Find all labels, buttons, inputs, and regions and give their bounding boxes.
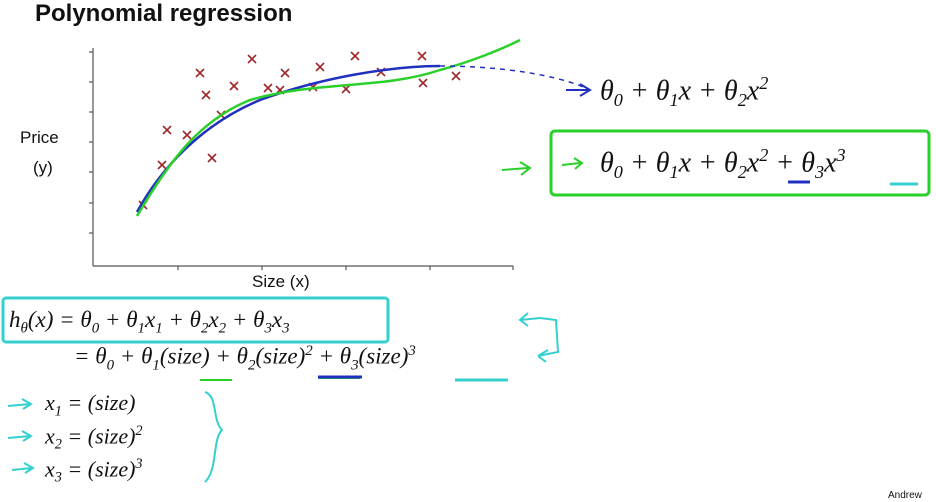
formula-text: + θ: [226, 307, 265, 332]
quadratic-fit: [135, 64, 441, 213]
cyan-arrow: [518, 312, 560, 363]
subscript: 2: [247, 357, 256, 374]
formula-text: θ: [600, 147, 614, 179]
formula: x3 = (size)3: [45, 457, 143, 485]
formula-text: h: [9, 307, 21, 332]
footer: Andrew: [888, 490, 922, 501]
subscript: 2: [218, 320, 227, 337]
formula-text: x: [824, 147, 837, 179]
formula-text: = (size): [61, 456, 136, 482]
superscript: 2: [759, 73, 769, 93]
formula: hθ(x) = θ0 + θ1x1 + θ2x2 + θ3x3: [9, 308, 290, 337]
superscript: 2: [135, 423, 143, 439]
formula-text: x: [45, 390, 55, 415]
arrow: [566, 83, 592, 97]
cross: [182, 130, 192, 140]
formula: x2 = (size)2: [45, 424, 143, 452]
cyan-box: [1, 296, 390, 344]
formula-text: = (size): [61, 390, 136, 415]
axes: [89, 48, 514, 270]
cross: [195, 68, 205, 78]
subscript: 1: [137, 320, 145, 337]
formula-text: + θ: [99, 307, 138, 332]
y-label: (y): [33, 158, 53, 177]
subscript: 3: [351, 357, 359, 374]
subscript: 3: [54, 469, 62, 486]
y-label: Price: [20, 128, 59, 147]
green-box: [549, 129, 931, 197]
formula-text: + θ: [114, 343, 153, 369]
subscript: 0: [613, 89, 623, 110]
subscript: 1: [669, 161, 679, 182]
title: Polynomial regression: [35, 0, 293, 27]
formula-text: x: [45, 423, 55, 449]
formula-text: + θ: [622, 75, 670, 107]
subscript: 3: [282, 320, 290, 337]
formula: x1 = (size): [45, 392, 135, 419]
cross: [350, 51, 360, 61]
dashed-link: [439, 65, 591, 91]
superscript: 2: [759, 145, 769, 165]
superscript: 3: [408, 343, 416, 359]
formula-text: (size): [358, 343, 409, 369]
formula-text: + θ: [312, 343, 352, 369]
formula-text: x: [746, 147, 760, 179]
subscript: 1: [54, 403, 62, 420]
cross: [418, 78, 428, 88]
cross: [157, 160, 167, 170]
superscript: 3: [836, 145, 846, 165]
data-points: [138, 51, 461, 210]
formula-text: (size) + θ: [159, 343, 248, 369]
cubic-fit: [135, 38, 521, 217]
cross: [280, 68, 290, 78]
subscript: 2: [54, 436, 62, 453]
subscript: 0: [613, 161, 623, 182]
subscript: 3: [264, 320, 272, 337]
subscript: 1: [155, 320, 163, 337]
formula-text: + θ: [162, 307, 201, 332]
formula-text: x: [746, 75, 760, 107]
superscript: 2: [305, 343, 313, 359]
subscript: 1: [669, 89, 679, 110]
cyan-marks: [7, 391, 224, 483]
formula-text: (size): [255, 343, 306, 369]
formula: θ0 + θ1x + θ2x2: [600, 74, 768, 109]
subscript: 2: [737, 161, 747, 182]
formula-text: + θ: [622, 147, 670, 179]
formula: = θ0 + θ1(size) + θ2(size)2 + θ3(size)3: [74, 344, 416, 373]
formula-text: + θ: [768, 147, 815, 179]
subscript: 2: [737, 89, 747, 110]
superscript: 3: [135, 456, 143, 472]
cross: [229, 81, 239, 91]
formula-text: x: [45, 456, 55, 482]
subscript: 0: [91, 320, 100, 337]
cross: [451, 71, 461, 81]
subscript: 0: [106, 357, 115, 374]
formula: θ0 + θ1x + θ2x2 + θ3x3: [600, 146, 846, 181]
cross: [162, 125, 172, 135]
cross: [315, 62, 325, 72]
formula-text: x + θ: [678, 147, 738, 179]
formula-text: x + θ: [678, 75, 738, 107]
cross: [201, 90, 211, 100]
cross: [207, 153, 217, 163]
cross: [247, 54, 257, 64]
cross: [263, 83, 273, 93]
formula-text: (x) = θ: [27, 307, 92, 332]
formula-text: x: [208, 307, 219, 332]
subscript: 1: [152, 357, 160, 374]
subscript: θ: [20, 320, 28, 337]
subscript: 3: [814, 161, 825, 182]
formula-text: = θ: [74, 343, 107, 369]
formula-text: x: [271, 307, 283, 332]
green-arrows: [501, 157, 584, 176]
subscript: 2: [200, 320, 209, 337]
formula-text: θ: [600, 75, 614, 107]
cross: [417, 51, 427, 61]
formula-text: = (size): [61, 423, 136, 449]
x-label: Size (x): [252, 272, 310, 291]
formula-text: x: [144, 307, 156, 332]
